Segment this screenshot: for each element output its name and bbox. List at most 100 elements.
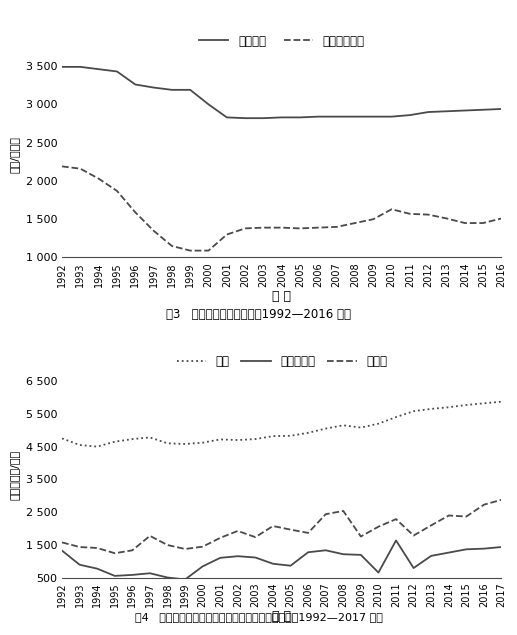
耕地面积 bbox=[297, 114, 303, 121]
中国 bbox=[375, 420, 382, 427]
谷物耕地面积 bbox=[132, 208, 139, 216]
哈萨克斯坦 bbox=[129, 571, 135, 578]
哈萨克斯坦 bbox=[446, 549, 452, 556]
俄罗斯 bbox=[112, 549, 118, 557]
哈萨克斯坦 bbox=[463, 545, 469, 553]
俄罗斯 bbox=[481, 501, 487, 509]
谷物耕地面积 bbox=[224, 231, 230, 238]
中国 bbox=[358, 424, 364, 431]
中国 bbox=[323, 425, 329, 432]
中国 bbox=[481, 399, 487, 407]
谷物耕地面积 bbox=[407, 210, 413, 218]
中国 bbox=[498, 398, 505, 406]
Line: 哈萨克斯坦: 哈萨克斯坦 bbox=[62, 540, 501, 580]
耕地面积 bbox=[205, 100, 211, 108]
Legend: 中国, 哈萨克斯坦, 俄罗斯: 中国, 哈萨克斯坦, 俄罗斯 bbox=[172, 350, 392, 373]
俄罗斯 bbox=[498, 496, 505, 504]
俄罗斯 bbox=[428, 521, 434, 529]
谷物耕地面积 bbox=[333, 223, 340, 231]
Line: 中国: 中国 bbox=[62, 402, 501, 446]
哈萨克斯坦 bbox=[112, 572, 118, 580]
中国 bbox=[252, 435, 258, 443]
俄罗斯 bbox=[375, 523, 382, 530]
耕地面积 bbox=[462, 107, 468, 114]
中国 bbox=[270, 432, 276, 440]
中国 bbox=[463, 401, 469, 409]
谷物耕地面积 bbox=[462, 219, 468, 227]
哈萨克斯坦 bbox=[164, 573, 171, 581]
谷物耕地面积 bbox=[498, 215, 505, 222]
俄罗斯 bbox=[252, 533, 258, 541]
哈萨克斯坦 bbox=[393, 537, 399, 544]
俄罗斯 bbox=[94, 544, 100, 552]
Y-axis label: 每公顷产量/千克: 每公顷产量/千克 bbox=[10, 450, 20, 500]
耕地面积 bbox=[114, 68, 120, 76]
俄罗斯 bbox=[217, 534, 223, 542]
俄罗斯 bbox=[164, 541, 171, 549]
X-axis label: 年 份: 年 份 bbox=[272, 610, 291, 623]
俄罗斯 bbox=[305, 529, 311, 537]
俄罗斯 bbox=[393, 516, 399, 523]
中国 bbox=[94, 443, 100, 450]
哈萨克斯坦 bbox=[200, 563, 206, 570]
耕地面积 bbox=[59, 63, 65, 70]
耕地面积 bbox=[150, 84, 157, 91]
哈萨克斯坦 bbox=[77, 561, 83, 568]
耕地面积 bbox=[425, 108, 431, 116]
Y-axis label: 面积/万公顷: 面积/万公顷 bbox=[10, 136, 20, 173]
中国 bbox=[164, 439, 171, 447]
中国 bbox=[147, 434, 153, 441]
Text: 图4   中国、哈萨克斯坦、俄罗斯谷物单产水平比较（1992—2017 年）: 图4 中国、哈萨克斯坦、俄罗斯谷物单产水平比较（1992—2017 年） bbox=[134, 612, 383, 622]
中国 bbox=[446, 403, 452, 411]
俄罗斯 bbox=[463, 512, 469, 520]
耕地面积 bbox=[279, 114, 285, 121]
哈萨克斯坦 bbox=[270, 560, 276, 568]
哈萨克斯坦 bbox=[498, 543, 505, 551]
谷物耕地面积 bbox=[425, 211, 431, 218]
谷物耕地面积 bbox=[279, 224, 285, 231]
中国 bbox=[129, 435, 135, 443]
谷物耕地面积 bbox=[77, 165, 83, 173]
哈萨克斯坦 bbox=[94, 565, 100, 573]
中国 bbox=[305, 429, 311, 437]
中国 bbox=[217, 436, 223, 443]
哈萨克斯坦 bbox=[358, 551, 364, 559]
耕地面积 bbox=[480, 106, 486, 114]
俄罗斯 bbox=[182, 545, 188, 553]
谷物耕地面积 bbox=[444, 215, 450, 222]
俄罗斯 bbox=[287, 526, 294, 533]
哈萨克斯坦 bbox=[340, 551, 346, 558]
哈萨克斯坦 bbox=[182, 576, 188, 584]
哈萨克斯坦 bbox=[481, 545, 487, 552]
谷物耕地面积 bbox=[370, 215, 376, 223]
耕地面积 bbox=[498, 105, 505, 113]
中国 bbox=[200, 439, 206, 446]
谷物耕地面积 bbox=[261, 224, 267, 231]
耕地面积 bbox=[389, 113, 395, 121]
Line: 俄罗斯: 俄罗斯 bbox=[62, 500, 501, 553]
耕地面积 bbox=[77, 63, 83, 70]
耕地面积 bbox=[132, 81, 139, 88]
哈萨克斯坦 bbox=[252, 554, 258, 561]
俄罗斯 bbox=[358, 533, 364, 540]
耕地面积 bbox=[333, 113, 340, 121]
耕地面积 bbox=[370, 113, 376, 121]
俄罗斯 bbox=[59, 538, 65, 546]
Text: 图3   哈萨克斯坦耕地面积（1992—2016 年）: 图3 哈萨克斯坦耕地面积（1992—2016 年） bbox=[166, 308, 351, 321]
耕地面积 bbox=[352, 113, 358, 121]
俄罗斯 bbox=[77, 543, 83, 551]
中国 bbox=[410, 408, 417, 415]
谷物耕地面积 bbox=[242, 225, 248, 232]
谷物耕地面积 bbox=[150, 227, 157, 234]
谷物耕地面积 bbox=[169, 242, 175, 250]
哈萨克斯坦 bbox=[235, 552, 241, 560]
中国 bbox=[340, 422, 346, 429]
谷物耕地面积 bbox=[315, 224, 322, 231]
中国 bbox=[59, 434, 65, 442]
俄罗斯 bbox=[129, 547, 135, 554]
谷物耕地面积 bbox=[352, 219, 358, 227]
中国 bbox=[428, 405, 434, 413]
俄罗斯 bbox=[410, 531, 417, 539]
哈萨克斯坦 bbox=[59, 547, 65, 554]
中国 bbox=[287, 432, 294, 439]
